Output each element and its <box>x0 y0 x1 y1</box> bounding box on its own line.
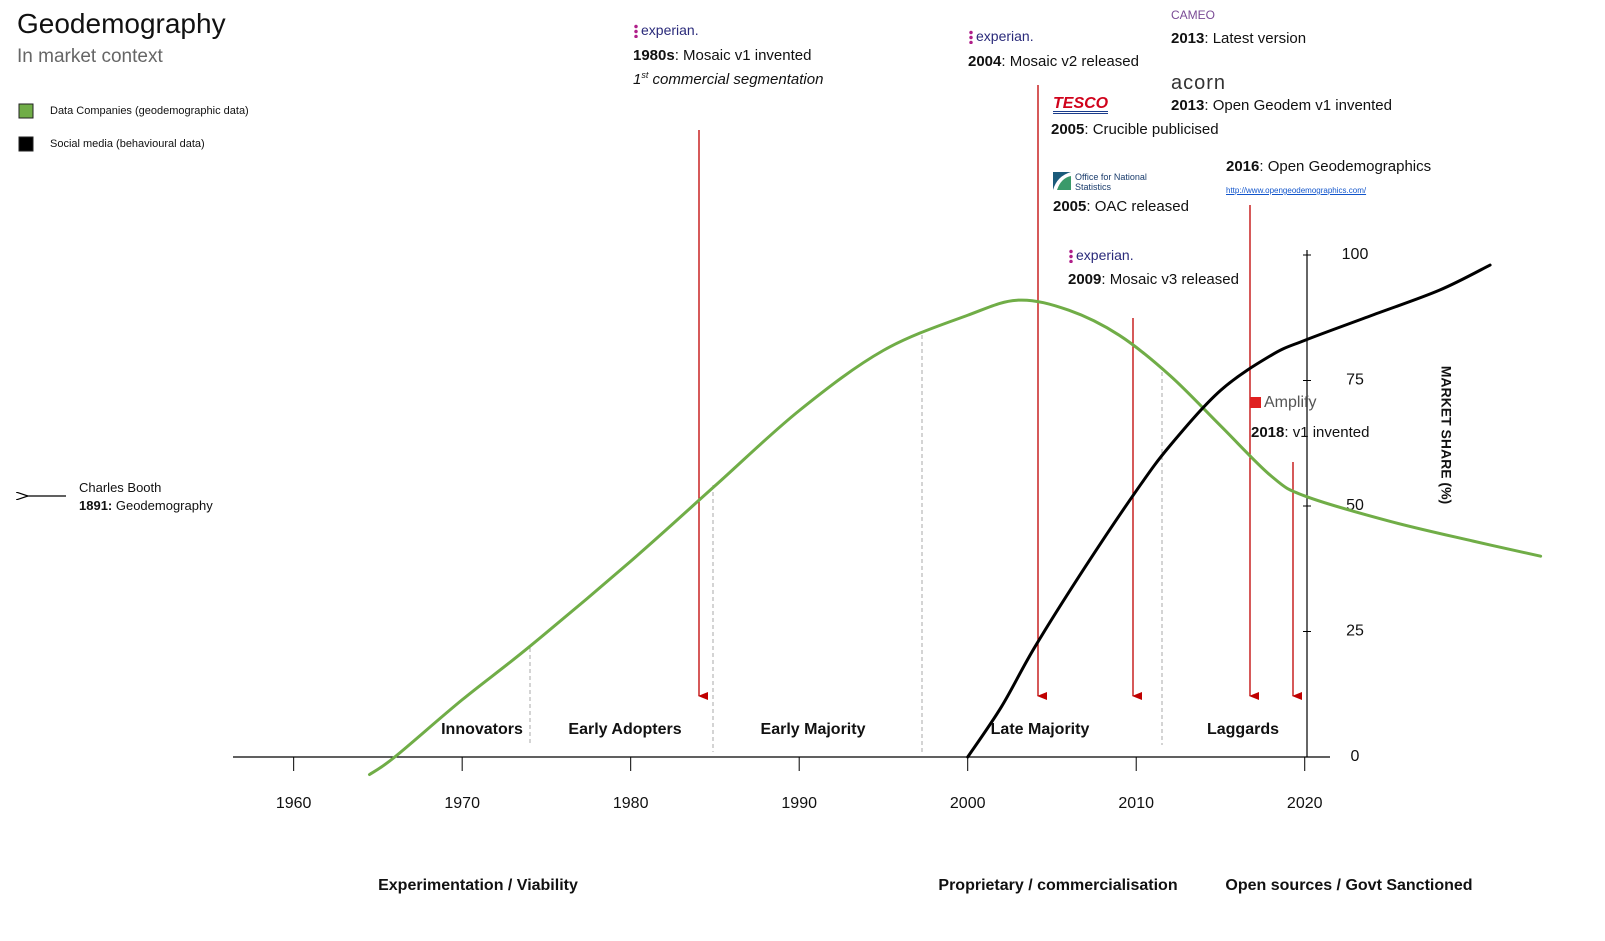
phase-label: Innovators <box>441 721 523 738</box>
event-date: 2018 <box>1251 424 1285 441</box>
event-date: 2005 <box>1051 121 1085 138</box>
legend-swatch <box>18 103 34 119</box>
origin-date: 1891: <box>79 498 113 513</box>
era-label: Experimentation / Viability <box>378 877 578 894</box>
event-line: 2018: v1 invented <box>1251 424 1369 441</box>
note-main: 1 <box>633 71 642 88</box>
note-sup: st <box>641 70 649 80</box>
event-text: : v1 invented <box>1284 424 1370 441</box>
legend-swatch <box>18 136 34 152</box>
logo-mark <box>633 24 639 38</box>
era-label: Proprietary / commercialisation <box>938 877 1177 894</box>
y-tick-label: 100 <box>1342 246 1369 263</box>
origin-note: Charles Booth 1891: Geodemography <box>79 479 213 515</box>
event-line: 2004: Mosaic v2 released <box>968 53 1139 70</box>
y-tick-label: 25 <box>1346 623 1364 640</box>
legend-label: Data Companies (geodemographic data) <box>50 105 249 117</box>
event-arrows <box>698 85 1302 700</box>
x-tick-label: 1980 <box>613 795 649 812</box>
event-logo: TESCO <box>1053 95 1109 114</box>
phase-dividers <box>529 335 1163 755</box>
event-logo: experian. <box>633 22 699 38</box>
note-rest: commercial segmentation <box>648 71 824 88</box>
event-line: 2013: Latest version <box>1171 30 1306 47</box>
event-logo: Amplify <box>1250 394 1316 412</box>
event-line: 2016: Open Geodemographics <box>1226 158 1431 175</box>
x-tick-label: 2020 <box>1287 795 1323 812</box>
logo-mark <box>1053 172 1071 190</box>
series-line <box>367 298 1543 777</box>
phase-label: Late Majority <box>991 721 1090 738</box>
event-url[interactable]: http://www.opengeodemographics.com/ <box>1226 186 1367 195</box>
x-tick-label: 2000 <box>950 795 986 812</box>
logo-mark <box>1250 397 1261 408</box>
event-line: 1980s: Mosaic v1 invented <box>633 47 811 64</box>
event-date: 2016 <box>1226 158 1260 175</box>
event-logo: experian. <box>1068 247 1134 263</box>
era-label: Open sources / Govt Sanctioned <box>1225 877 1472 894</box>
x-tick-label: 1970 <box>444 795 480 812</box>
event-date: 2013 <box>1171 30 1205 47</box>
event-line: 2013: Open Geodem v1 invented <box>1171 97 1392 114</box>
origin-text: Geodemography <box>112 498 213 513</box>
logo-mark <box>1068 249 1074 263</box>
y-axis-label: MARKET SHARE (%) <box>1438 366 1454 504</box>
event-text: : Mosaic v1 invented <box>674 47 812 64</box>
event-logo: acorn <box>1171 72 1227 94</box>
event-logo: experian. <box>968 28 1034 44</box>
x-tick-label: 1960 <box>276 795 312 812</box>
logo-mark <box>968 30 974 44</box>
logo-shape <box>1057 176 1071 190</box>
phase-label: Laggards <box>1207 721 1279 738</box>
origin-name: Charles Booth <box>79 480 162 495</box>
event-date: 2013 <box>1171 97 1205 114</box>
event-date: 2009 <box>1068 271 1102 288</box>
logo-shape <box>1053 172 1071 190</box>
event-line: 2009: Mosaic v3 released <box>1068 271 1239 288</box>
chart-subtitle: In market context <box>17 46 163 67</box>
y-tick-label: 0 <box>1351 748 1360 765</box>
event-date: 2005 <box>1053 198 1087 215</box>
event-date: 1980s <box>633 47 675 64</box>
event-text: : Open Geodem v1 invented <box>1204 97 1392 114</box>
event-text: : Open Geodemographics <box>1259 158 1432 175</box>
event-logo: Office for National Statistics <box>1053 172 1150 192</box>
event-text: : Mosaic v3 released <box>1101 271 1239 288</box>
legend-label: Social media (behavioural data) <box>50 138 205 150</box>
phase-label: Early Adopters <box>568 721 681 738</box>
event-text: : OAC released <box>1086 198 1189 215</box>
event-logo: CAMEO <box>1171 8 1216 22</box>
event-line: 2005: OAC released <box>1053 198 1189 215</box>
event-line: 2005: Crucible publicised <box>1051 121 1219 138</box>
origin-line: 1891: Geodemography <box>79 497 213 515</box>
series-line <box>966 263 1492 759</box>
chart-title: Geodemography <box>17 8 226 39</box>
event-note: 1st commercial segmentation <box>633 70 823 88</box>
y-tick-label: 75 <box>1346 372 1364 389</box>
phase-label: Early Majority <box>761 721 866 738</box>
event-text: : Latest version <box>1204 30 1307 47</box>
x-tick-label: 2010 <box>1118 795 1154 812</box>
x-tick-label: 1990 <box>781 795 817 812</box>
event-text: : Mosaic v2 released <box>1001 53 1139 70</box>
event-date: 2004 <box>968 53 1002 70</box>
event-text: : Crucible publicised <box>1084 121 1219 138</box>
